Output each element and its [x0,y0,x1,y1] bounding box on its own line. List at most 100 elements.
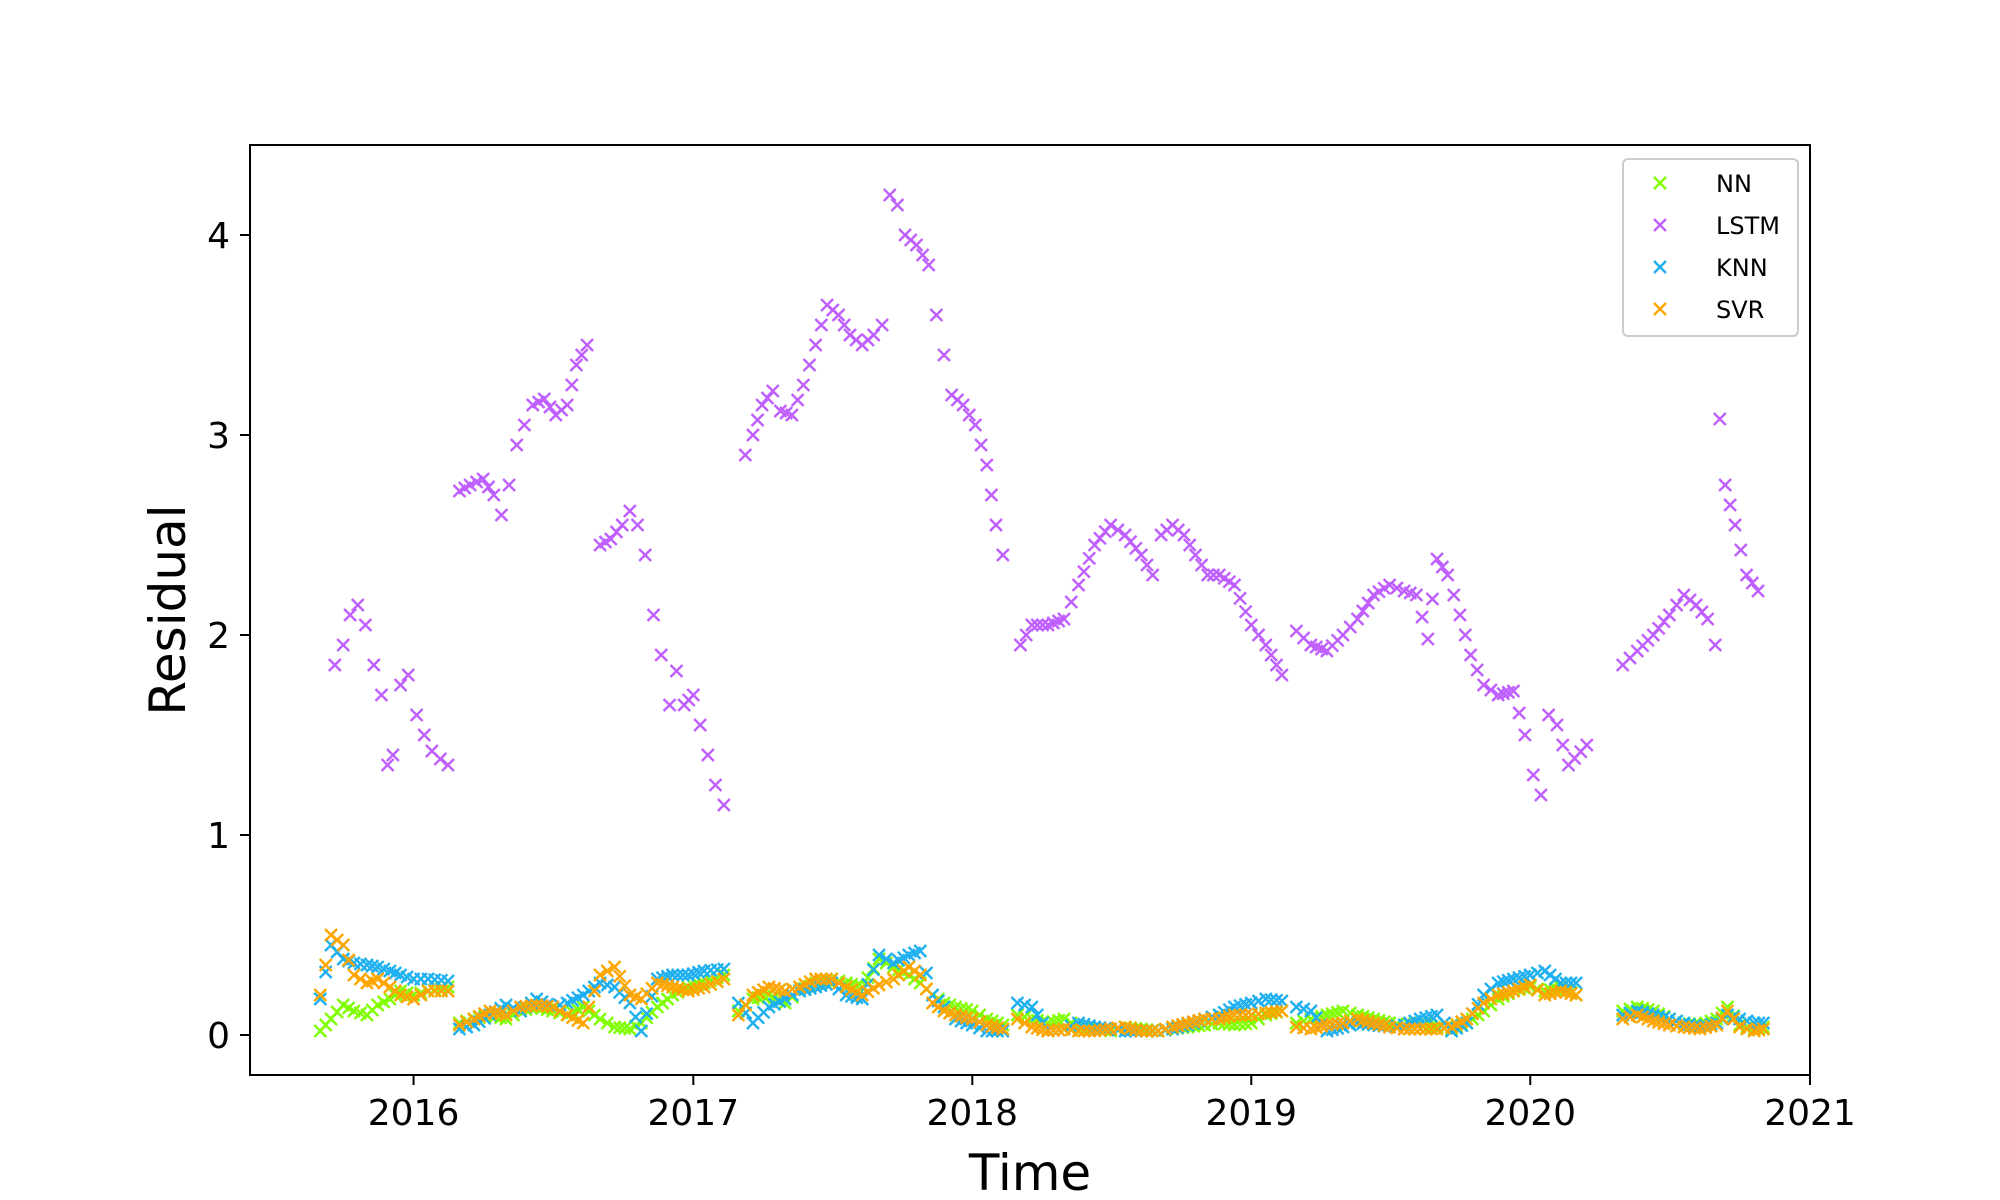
data-point [1662,608,1677,622]
data-point [1244,618,1259,632]
data-point [1030,1008,1045,1022]
data-point [623,504,637,518]
data-point [350,598,365,612]
data-point [1526,768,1541,782]
data-point [1177,528,1191,542]
data-point [802,358,817,372]
data-point [902,960,916,974]
data-point [441,758,455,772]
data-point [376,976,391,990]
data-point [670,968,685,982]
data-point [630,518,645,532]
legend-box [1622,158,1799,337]
data-point [907,964,922,978]
data-point [1071,1024,1086,1038]
data-point [1453,608,1467,622]
data-point [417,728,432,742]
data-point [1476,678,1491,692]
data-point [441,974,455,988]
data-point [1051,1022,1066,1037]
data-point [1669,598,1684,612]
data-point [1397,1022,1411,1036]
y-tick-label: 4 [207,216,230,257]
data-point [569,358,584,372]
data-point [872,978,886,992]
data-point [919,982,934,996]
data-point [646,608,661,622]
data-point [996,1022,1010,1036]
legend-marker-lstm [1653,218,1667,232]
data-point [1019,628,1034,642]
legend-marker-svr [1653,302,1667,316]
data-point [808,972,823,986]
data-point [808,338,823,352]
data-point [956,398,970,412]
data-point [882,188,897,202]
legend-label-svr: SVR [1716,296,1764,324]
data-point [669,664,684,678]
data-point [353,972,368,986]
y-tick-label: 2 [207,616,230,657]
x-axis-label: Time [968,1144,1091,1200]
data-point [1025,618,1039,632]
data-point [509,438,524,452]
data-point [582,1000,596,1014]
data-point [1579,738,1594,752]
data-point [628,1010,643,1024]
plot-frame [249,144,1811,1076]
data-point [1518,728,1532,742]
data-point [1726,1012,1741,1026]
data-point [1227,1008,1242,1022]
data-point [318,958,333,972]
legend-marker-nn [1653,176,1667,190]
data-point [564,378,579,392]
legend-label-knn: KNN [1716,254,1768,282]
data-point [1140,558,1154,572]
data-point [476,472,490,486]
data-point [452,1018,467,1032]
data-point [545,1000,560,1014]
data-point [1564,976,1578,990]
legend-label-nn: NN [1716,170,1752,198]
data-point [1087,1024,1102,1038]
data-point [347,968,361,982]
data-point [1077,564,1091,579]
data-point [406,992,421,1006]
data-point [832,976,846,990]
data-point [686,688,701,702]
data-point [336,938,351,952]
data-point [1320,1018,1334,1032]
data-point [634,1024,649,1038]
data-point [1082,551,1097,566]
data-point [1064,595,1079,609]
data-point [1188,548,1203,562]
data-point [341,953,356,967]
data-point [366,658,381,672]
data-point [1233,591,1247,606]
data-point [607,960,622,974]
data-point [1145,1024,1160,1038]
data-point [746,428,760,442]
data-point [524,998,539,1013]
data-point [965,1012,980,1026]
data-point [1145,568,1160,582]
data-point [925,996,940,1010]
data-point [313,992,328,1006]
data-point [409,708,424,722]
data-point [1382,578,1397,592]
data-point [543,400,557,414]
data-point [1134,1024,1149,1038]
data-point [638,548,653,562]
data-point [1409,588,1424,602]
data-point [937,348,951,362]
x-tick-label: 2020 [1484,1093,1576,1134]
data-point [785,408,799,422]
data-point [327,658,342,672]
data-point [717,972,731,986]
x-axis-ticks: 2016 2017 2018 2019 2020 2021 [368,1075,1856,1134]
data-point [1569,988,1583,1002]
data-point [717,798,731,812]
data-point [1718,478,1733,492]
data-point [587,984,602,998]
y-axis-ticks: 0 1 2 3 4 [207,216,250,1057]
